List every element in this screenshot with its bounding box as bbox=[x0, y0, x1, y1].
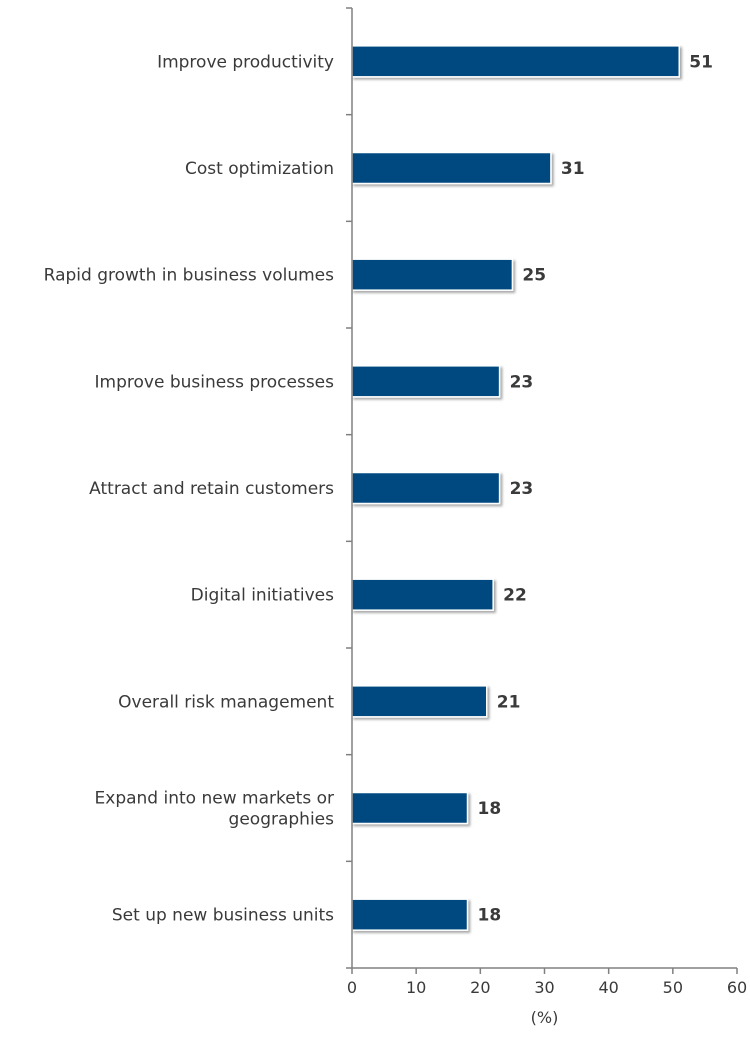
bar bbox=[351, 685, 488, 718]
data-label: 23 bbox=[510, 479, 534, 499]
data-label: 25 bbox=[522, 266, 546, 286]
data-label: 23 bbox=[510, 372, 534, 392]
bar bbox=[351, 578, 494, 611]
data-label: 51 bbox=[689, 52, 713, 72]
bar bbox=[351, 151, 552, 185]
x-tick-label: 40 bbox=[598, 978, 618, 997]
x-tick-label: 10 bbox=[406, 978, 426, 997]
x-tick-label: 60 bbox=[727, 978, 747, 997]
category-label: Digital initiatives bbox=[191, 586, 334, 606]
category-label: Improve productivity bbox=[157, 52, 334, 72]
x-tick-label: 30 bbox=[534, 978, 554, 997]
y-axis-ticks-group bbox=[346, 7, 352, 969]
bar bbox=[351, 258, 514, 291]
bar bbox=[351, 791, 469, 825]
category-label: Expand into new markets or geographies bbox=[95, 789, 335, 830]
category-label: Overall risk management bbox=[118, 692, 334, 712]
bar bbox=[351, 471, 501, 505]
x-axis-unit-label: (%) bbox=[531, 1008, 559, 1027]
data-label: 18 bbox=[478, 906, 502, 926]
x-tick-label: 0 bbox=[347, 978, 357, 997]
bar bbox=[351, 898, 469, 931]
x-tick-label: 50 bbox=[663, 978, 683, 997]
category-label: Attract and retain customers bbox=[89, 479, 334, 499]
value-labels-group: 51 31 25 23 23 22 21 18 18 bbox=[478, 52, 713, 925]
bar bbox=[351, 45, 680, 78]
category-label: Improve business processes bbox=[95, 372, 335, 392]
bars-group bbox=[351, 45, 680, 931]
data-label: 18 bbox=[478, 799, 502, 819]
x-axis-ticks-group: 0 10 20 30 40 50 60 bbox=[347, 968, 747, 997]
data-label: 21 bbox=[497, 692, 521, 712]
category-label: Cost optimization bbox=[185, 159, 334, 179]
data-label: 31 bbox=[561, 159, 585, 179]
data-label: 22 bbox=[503, 586, 527, 606]
category-label: Set up new business units bbox=[112, 906, 334, 926]
category-labels-group: Improve productivity Cost optimization Rap… bbox=[44, 52, 335, 925]
x-tick-label: 20 bbox=[470, 978, 490, 997]
category-label: Rapid growth in business volumes bbox=[44, 266, 334, 286]
bar bbox=[351, 365, 501, 398]
